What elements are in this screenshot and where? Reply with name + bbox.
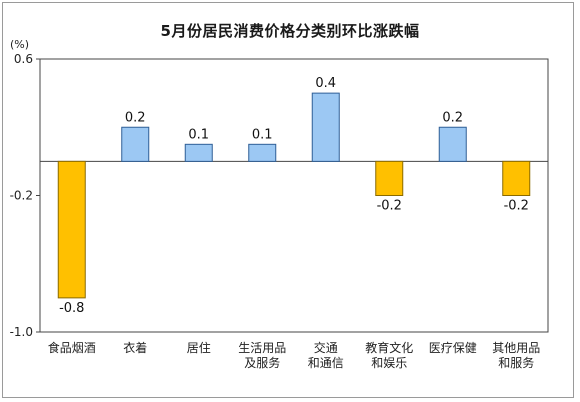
category-label: 其他用品: [492, 341, 540, 355]
category-label: 衣着: [123, 340, 147, 355]
bar: [57, 160, 86, 299]
y-unit-label: (%): [10, 38, 30, 51]
data-label: -0.8: [59, 301, 84, 316]
category-label: 和娱乐: [371, 356, 407, 370]
category-label: 生活用品: [238, 341, 286, 355]
bar: [502, 160, 531, 196]
y-tick-label: -1.0: [10, 325, 33, 339]
category-label: 食品烟酒: [48, 340, 96, 355]
data-label: 0.4: [315, 76, 336, 91]
bar: [184, 143, 213, 162]
plot-area-border: [39, 58, 549, 333]
chart-title: 5月份居民消费价格分类别环比涨跌幅: [160, 22, 420, 40]
category-label: 和服务: [498, 355, 534, 370]
y-tick-label: -0.2: [10, 189, 33, 203]
data-label: -0.2: [377, 199, 402, 214]
category-label: 教育文化: [365, 340, 413, 355]
category-label: 及服务: [244, 355, 280, 370]
bar: [375, 160, 404, 196]
y-tick-label: 0.6: [14, 52, 33, 66]
category-label: 医疗保健: [429, 341, 477, 355]
data-label: 0.1: [252, 127, 273, 142]
category-label: 居住: [187, 341, 211, 355]
data-label: 0.1: [188, 127, 209, 142]
bar: [121, 126, 150, 162]
data-label: -0.2: [504, 199, 529, 214]
bar: [248, 143, 277, 162]
bar: [438, 126, 467, 162]
data-label: 0.2: [442, 110, 463, 125]
bar: [311, 92, 340, 162]
category-label: 交通: [314, 340, 338, 355]
category-label: 和通信: [308, 356, 344, 370]
data-label: 0.2: [125, 110, 146, 125]
